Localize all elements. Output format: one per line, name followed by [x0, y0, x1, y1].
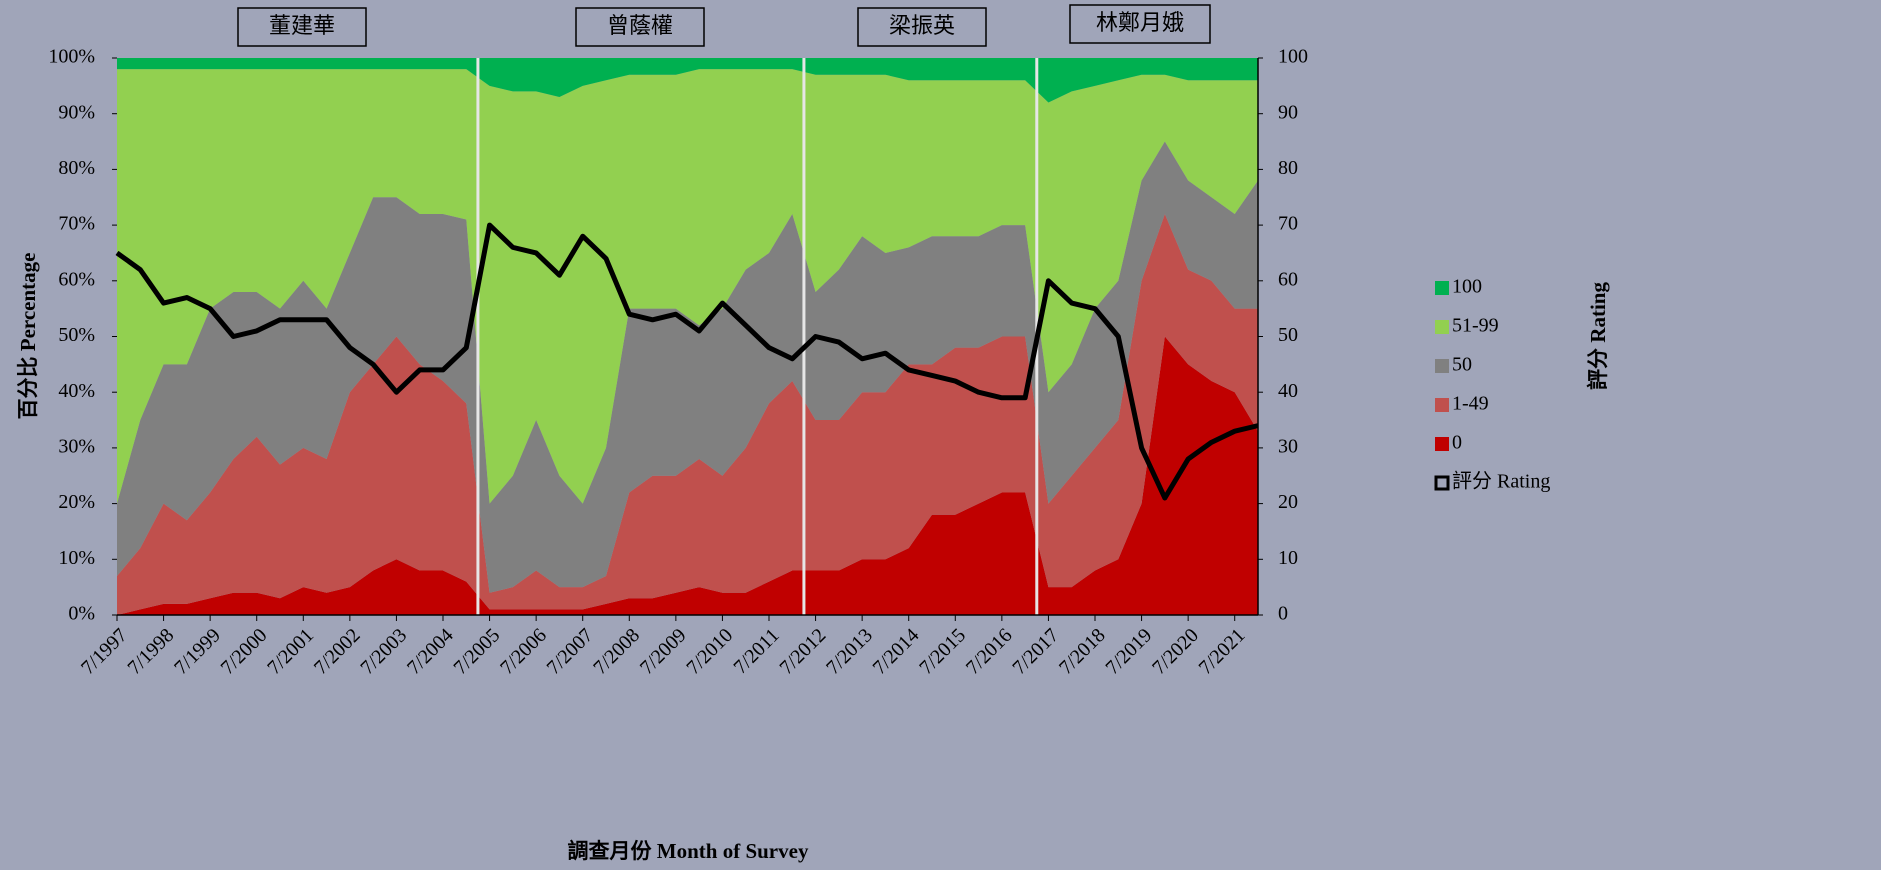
x-tick-label: 7/2008 [589, 624, 644, 679]
y2-tick-label: 0 [1278, 603, 1288, 625]
area [117, 58, 1258, 103]
x-tick-label: 7/2007 [543, 624, 598, 679]
area [117, 69, 1258, 504]
x-tick-label: 7/2017 [1008, 624, 1063, 679]
legend-swatch [1435, 437, 1449, 451]
legend-swatch [1435, 359, 1449, 373]
y-tick-label: 30% [58, 435, 95, 457]
x-tick-label: 7/2011 [729, 624, 783, 678]
x-tick-label: 7/2021 [1195, 624, 1250, 679]
legend-label: 評分 Rating [1452, 470, 1550, 493]
legend-swatch [1435, 398, 1449, 412]
term-box [1069, 4, 1211, 44]
legend-label: 0 [1452, 432, 1462, 454]
x-tick-label: 7/2000 [217, 624, 272, 679]
y2-tick-label: 50 [1278, 324, 1298, 346]
x-tick-label: 7/2019 [1102, 624, 1157, 679]
x-axis-title: 調查月份 Month of Survey [568, 839, 809, 863]
area [117, 213, 1258, 615]
x-tick-label: 7/1997 [77, 624, 132, 679]
x-tick-label: 7/2002 [310, 624, 365, 679]
y-tick-label: 50% [58, 324, 95, 346]
x-tick-label: 7/1998 [124, 624, 179, 679]
term-box [857, 7, 987, 47]
x-tick-label: 7/2004 [403, 624, 458, 679]
y2-tick-label: 80 [1278, 157, 1298, 179]
x-tick-label: 7/2003 [356, 624, 411, 679]
y2-tick-label: 10 [1278, 547, 1298, 569]
area [117, 141, 1258, 593]
y2-tick-label: 100 [1278, 46, 1308, 68]
y-tick-label: 70% [58, 213, 95, 235]
term-label: 梁振英 [889, 13, 955, 38]
area [117, 336, 1258, 615]
y2-axis-title: 評分 Rating [1586, 282, 1610, 390]
legend-swatch [1435, 281, 1449, 295]
x-tick-label: 7/2009 [636, 624, 691, 679]
legend-label: 51-99 [1452, 315, 1499, 337]
x-tick-label: 7/2016 [962, 624, 1017, 679]
legend-swatch [1434, 475, 1450, 491]
term-label: 林鄭月娥 [1096, 10, 1184, 35]
x-tick-label: 7/2015 [915, 624, 970, 679]
term-label: 曾蔭權 [607, 13, 673, 38]
x-tick-label: 7/2006 [496, 624, 551, 679]
x-tick-label: 7/2012 [776, 624, 831, 679]
x-tick-label: 7/2013 [822, 624, 877, 679]
legend-label: 100 [1452, 276, 1482, 298]
term-label: 董建華 [269, 13, 335, 38]
y2-tick-label: 70 [1278, 213, 1298, 235]
legend-label: 1-49 [1452, 393, 1489, 415]
y2-tick-label: 60 [1278, 268, 1298, 290]
legend-label: 50 [1452, 354, 1472, 376]
x-tick-label: 7/2005 [450, 624, 505, 679]
y2-tick-label: 40 [1278, 380, 1298, 402]
y-tick-label: 20% [58, 491, 95, 513]
y2-tick-label: 90 [1278, 101, 1298, 123]
y2-tick-label: 30 [1278, 435, 1298, 457]
term-box [237, 7, 367, 47]
y-tick-label: 10% [58, 547, 95, 569]
x-tick-label: 7/2018 [1055, 624, 1110, 679]
y-tick-label: 90% [58, 101, 95, 123]
x-tick-label: 7/1999 [170, 624, 225, 679]
y-tick-label: 100% [48, 46, 95, 68]
rating-line [115, 222, 1259, 501]
y-tick-label: 60% [58, 268, 95, 290]
x-tick-label: 7/2010 [682, 624, 737, 679]
y-tick-label: 0% [68, 603, 95, 625]
x-tick-label: 7/2020 [1148, 624, 1203, 679]
term-box [575, 7, 705, 47]
y-axis-title: 百分比 Percentage [16, 253, 40, 420]
x-tick-label: 7/2014 [869, 624, 924, 679]
legend-swatch [1435, 320, 1449, 334]
y2-tick-label: 20 [1278, 491, 1298, 513]
y-tick-label: 80% [58, 157, 95, 179]
y-tick-label: 40% [58, 380, 95, 402]
x-tick-label: 7/2001 [263, 624, 318, 679]
